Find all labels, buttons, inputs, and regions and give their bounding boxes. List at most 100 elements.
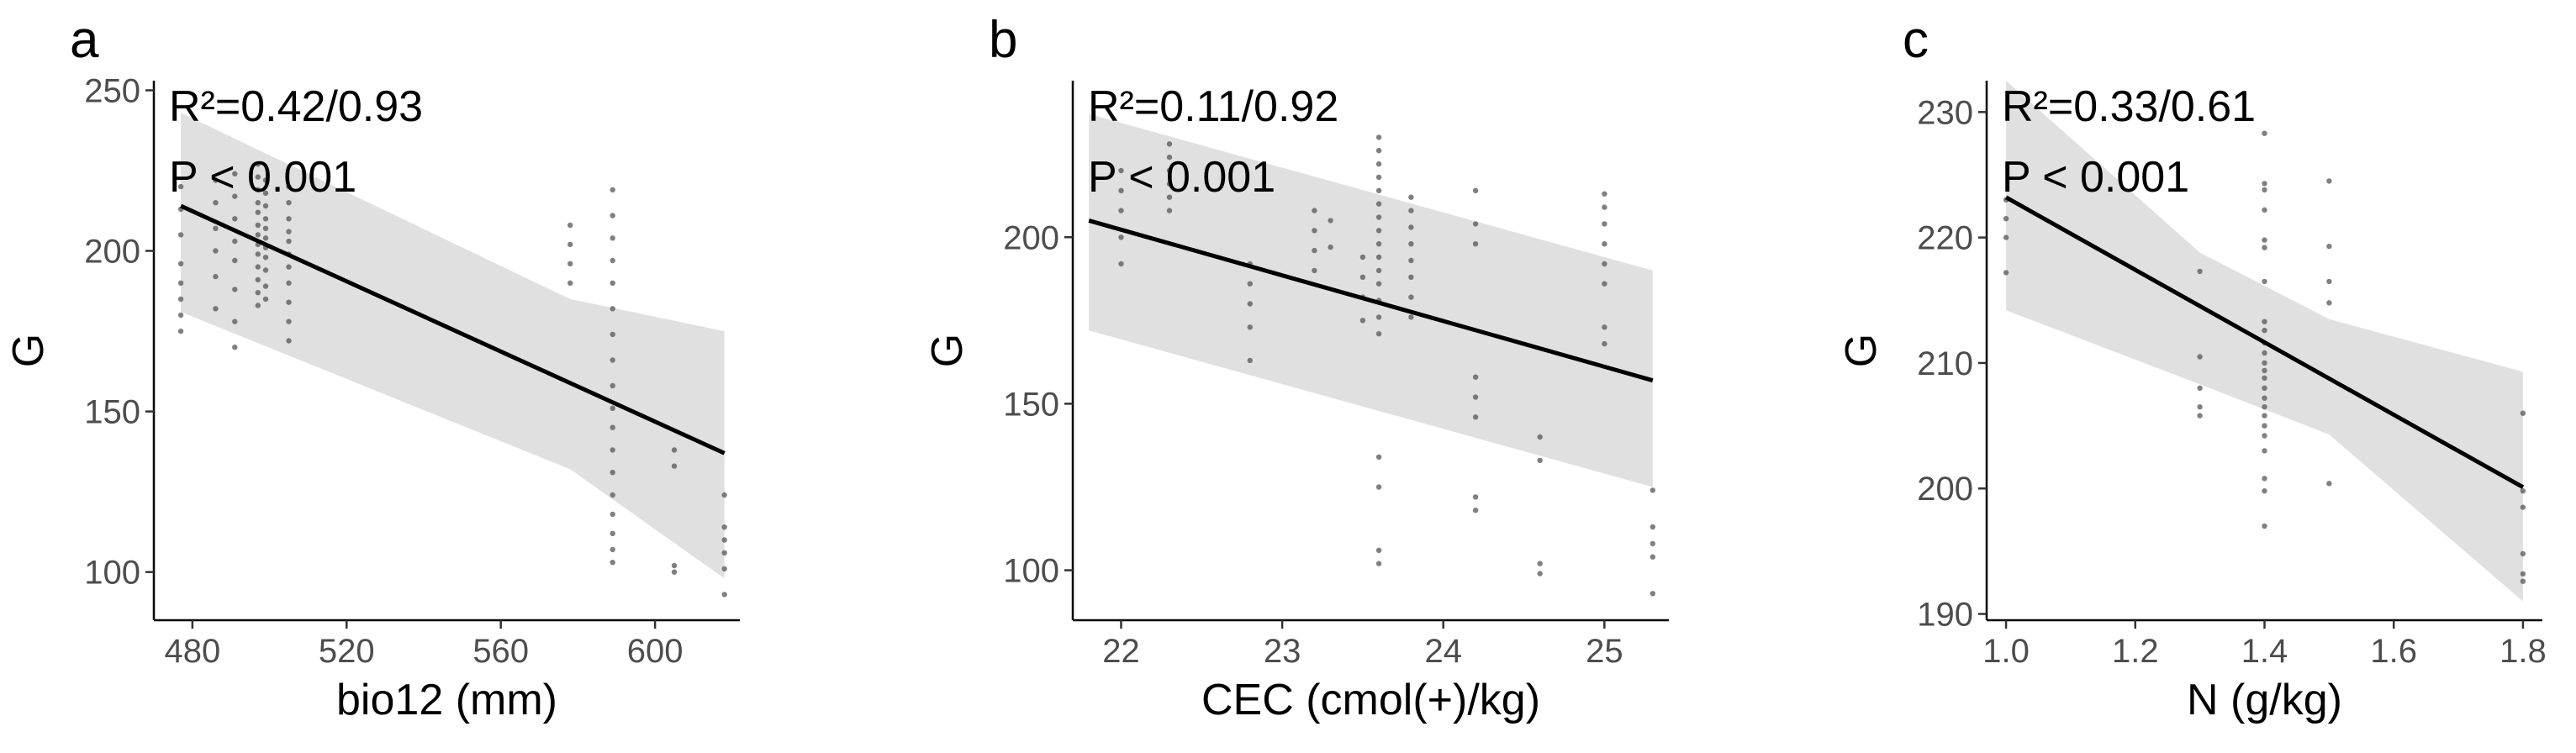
data-point	[610, 405, 615, 411]
data-point	[1166, 194, 1173, 200]
data-point	[2326, 481, 2332, 487]
data-point	[2197, 354, 2203, 360]
data-point	[2262, 523, 2267, 529]
data-point	[1602, 191, 1607, 197]
data-point	[721, 592, 727, 598]
data-point	[1408, 194, 1414, 200]
data-point	[1537, 457, 1543, 463]
x-axis-title: N (g/kg)	[2187, 676, 2342, 724]
data-point	[255, 222, 261, 229]
data-point	[1472, 187, 1479, 193]
data-point	[2520, 578, 2526, 584]
data-point	[610, 306, 615, 312]
data-point	[1602, 204, 1607, 210]
regression-line	[180, 203, 726, 455]
data-point	[610, 235, 615, 241]
y-tick-label: 200	[1003, 219, 1059, 256]
data-point	[1408, 208, 1414, 213]
regression-line	[1088, 219, 1654, 383]
data-point	[1472, 221, 1479, 227]
data-point	[1118, 167, 1124, 174]
data-point	[1650, 540, 1656, 547]
data-point	[610, 187, 615, 193]
data-point	[2326, 278, 2332, 285]
data-point	[1375, 547, 1382, 553]
x-tick-label: 25	[1586, 633, 1623, 670]
data-point	[1408, 257, 1414, 264]
data-point	[262, 177, 269, 183]
data-point	[1375, 254, 1382, 261]
y-tick-label: 220	[1917, 220, 1973, 257]
x-tick-label: 1.2	[2112, 633, 2159, 670]
r-squared-annotation: R²=0.11/0.92	[1088, 82, 1338, 131]
data-point	[1312, 228, 1317, 234]
data-point	[255, 161, 261, 167]
x-tick-label: 600	[627, 633, 684, 670]
data-point	[610, 447, 615, 453]
data-point	[2262, 130, 2267, 136]
data-point	[2262, 187, 2267, 193]
data-points	[1118, 134, 1656, 597]
data-point	[610, 280, 615, 286]
data-point	[255, 276, 261, 283]
x-tick-label: 23	[1264, 633, 1301, 670]
data-point	[1375, 331, 1382, 337]
data-point	[1247, 324, 1254, 330]
panel-label: c	[1903, 11, 1929, 69]
data-point	[1118, 187, 1124, 193]
data-point	[1472, 414, 1479, 420]
data-point	[1408, 294, 1414, 300]
data-point	[1602, 221, 1607, 227]
y-axis-title: G	[4, 334, 53, 367]
data-point	[1375, 214, 1382, 220]
data-point	[1375, 148, 1382, 154]
data-point	[1602, 324, 1607, 330]
data-point	[177, 280, 184, 286]
data-point	[286, 183, 292, 190]
data-point	[262, 190, 269, 196]
x-tick-label: 560	[472, 633, 529, 670]
data-point	[1408, 274, 1414, 280]
data-point	[255, 264, 261, 270]
data-point	[1375, 561, 1382, 566]
data-point	[1247, 301, 1254, 307]
data-point	[1375, 484, 1382, 490]
data-point	[177, 183, 184, 190]
data-point	[232, 319, 238, 324]
data-point	[610, 511, 615, 518]
data-point	[262, 283, 269, 289]
data-point	[1166, 181, 1173, 187]
data-point	[2262, 367, 2267, 374]
data-point	[255, 232, 261, 238]
data-point	[2326, 178, 2332, 184]
data-point	[1375, 187, 1382, 193]
data-point	[1118, 234, 1124, 240]
p-value-annotation: P < 0.001	[169, 153, 356, 202]
data-point	[1472, 494, 1479, 500]
data-point	[671, 463, 678, 469]
data-point	[1537, 561, 1543, 566]
data-point	[262, 216, 269, 222]
y-tick-label: 150	[1003, 386, 1059, 423]
regression-line	[2004, 195, 2525, 489]
data-point	[1408, 224, 1414, 230]
data-point	[2003, 234, 2009, 240]
data-point	[1650, 554, 1656, 560]
data-point	[255, 209, 261, 215]
data-point	[1602, 261, 1607, 267]
data-point	[610, 213, 615, 219]
p-value-annotation: P < 0.001	[2002, 153, 2189, 202]
data-point	[721, 550, 727, 556]
data-point	[721, 492, 727, 498]
data-point	[213, 248, 219, 254]
data-point	[2262, 278, 2267, 285]
data-point	[286, 229, 292, 234]
data-point	[2326, 300, 2332, 306]
data-point	[671, 447, 678, 453]
r-squared-annotation: R²=0.42/0.93	[169, 82, 423, 131]
panel-label: b	[989, 11, 1017, 69]
data-point	[2326, 243, 2332, 250]
x-tick-label: 1.4	[2241, 633, 2288, 670]
data-point	[610, 382, 615, 389]
